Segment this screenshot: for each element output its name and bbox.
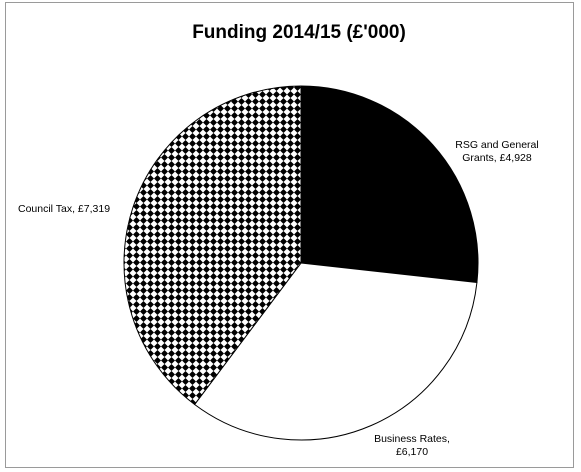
pie-slice-business-rates	[193, 262, 478, 441]
pie-slice-council-tax	[123, 85, 302, 406]
slice-label-line: RSG and General	[455, 139, 538, 151]
slice-label-line: Business Rates,	[374, 433, 450, 445]
slice-label-rsg-and-general-grants: RSG and General Grants, £4,928	[455, 139, 538, 164]
slice-label-line: Grants, £4,928	[462, 152, 532, 164]
slice-labels: RSG and General Grants, £4,928 Business Ra…	[18, 139, 539, 458]
slice-label-business-rates: Business Rates, £6,170	[374, 433, 450, 458]
pie-slice-rsg-and-general-grants	[300, 85, 479, 284]
slice-label-line: Council Tax, £7,319	[18, 203, 110, 215]
slice-label-line: £6,170	[396, 446, 428, 458]
slice-label-council-tax: Council Tax, £7,319	[18, 203, 110, 215]
chart-title: Funding 2014/15 (£'000)	[192, 22, 406, 43]
pie-slices	[123, 85, 479, 441]
